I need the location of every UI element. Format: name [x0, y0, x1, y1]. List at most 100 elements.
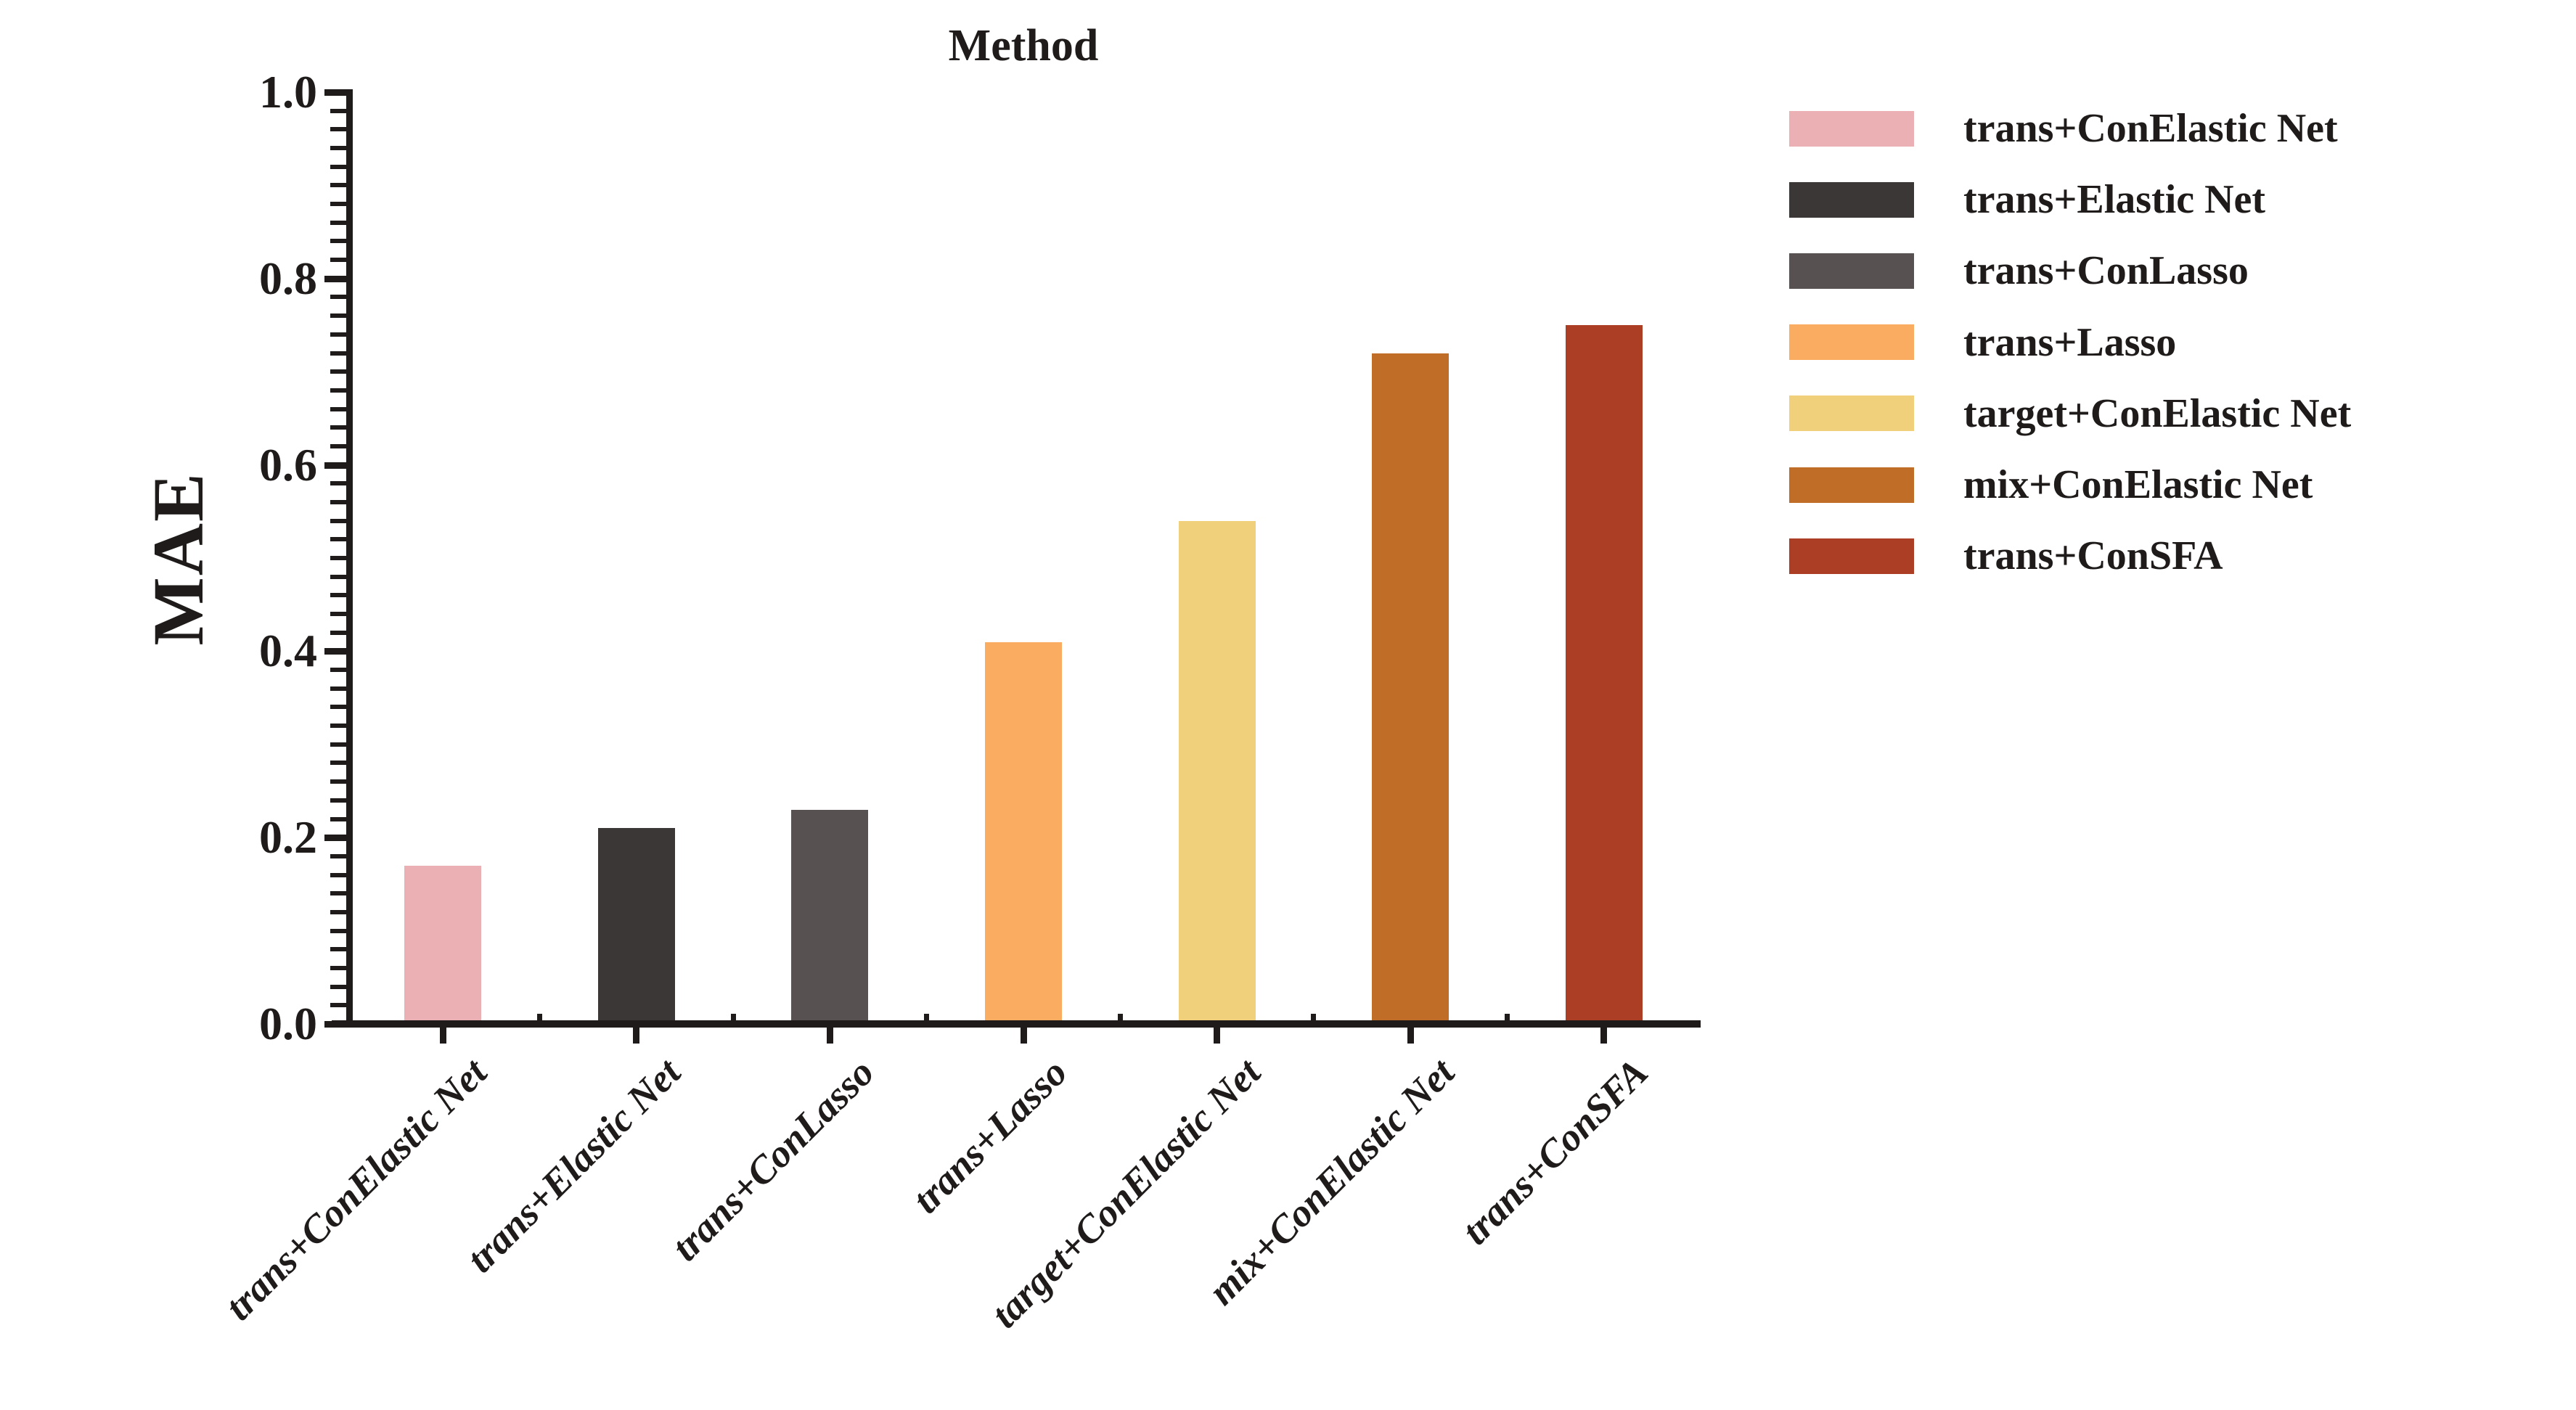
- x-major-tick: [439, 1028, 446, 1044]
- y-minor-tick: [330, 369, 346, 374]
- legend-label: trans+ConLasso: [1963, 248, 2249, 294]
- y-minor-tick: [330, 816, 346, 821]
- x-major-tick: [1600, 1028, 1608, 1044]
- y-minor-tick: [330, 928, 346, 933]
- x-minor-tick: [924, 1014, 930, 1020]
- y-minor-tick: [330, 406, 346, 411]
- y-minor-tick: [330, 612, 346, 617]
- y-axis-line: [346, 89, 353, 1028]
- x-major-tick: [1020, 1028, 1027, 1044]
- y-minor-tick: [330, 742, 346, 747]
- legend-item: mix+ConElastic Net: [1789, 463, 2313, 507]
- legend-swatch-icon: [1789, 110, 1914, 147]
- y-minor-tick: [330, 761, 346, 766]
- x-major-tick: [826, 1028, 833, 1044]
- legend-swatch-icon: [1789, 467, 1914, 503]
- y-minor-tick: [330, 630, 346, 635]
- legend-swatch-icon: [1789, 181, 1914, 218]
- legend-item: target+ConElastic Net: [1789, 392, 2351, 435]
- chart-title: Method: [948, 21, 1099, 70]
- y-minor-tick: [330, 351, 346, 356]
- y-minor-tick: [330, 556, 346, 560]
- y-minor-tick: [330, 183, 346, 188]
- y-minor-tick: [330, 668, 346, 673]
- y-minor-tick: [330, 1003, 346, 1008]
- y-minor-tick: [330, 164, 346, 169]
- x-tick-label: trans+Elastic Net: [457, 1050, 689, 1282]
- y-minor-tick: [330, 313, 346, 319]
- legend-item: trans+ConSFA: [1789, 534, 2223, 578]
- y-minor-tick: [330, 332, 346, 337]
- x-major-tick: [633, 1028, 640, 1044]
- x-minor-tick: [1117, 1014, 1123, 1020]
- y-minor-tick: [330, 909, 346, 914]
- legend-swatch-icon: [1789, 538, 1914, 574]
- legend-label: trans+ConSFA: [1963, 533, 2223, 579]
- y-minor-tick: [330, 574, 346, 579]
- x-tick-label: trans+ConElastic Net: [216, 1050, 496, 1329]
- y-minor-tick: [330, 258, 346, 263]
- legend-label: trans+ConElastic Net: [1963, 106, 2338, 151]
- y-minor-tick: [330, 388, 346, 393]
- y-minor-tick: [330, 947, 346, 952]
- y-axis-label: MAE: [137, 472, 218, 646]
- bar: [1565, 325, 1643, 1020]
- legend-label: mix+ConElastic Net: [1963, 462, 2313, 507]
- x-tick-label: trans+Lasso: [904, 1050, 1076, 1222]
- y-minor-tick: [330, 779, 346, 784]
- y-tick-label: 0.2: [259, 811, 317, 864]
- y-major-tick: [324, 835, 346, 842]
- x-minor-tick: [537, 1014, 543, 1020]
- y-tick-label: 1.0: [259, 66, 317, 118]
- y-minor-tick: [330, 984, 346, 989]
- legend-swatch-icon: [1789, 253, 1914, 289]
- y-minor-tick: [330, 537, 346, 542]
- legend-swatch-icon: [1789, 324, 1914, 361]
- y-minor-tick: [330, 108, 346, 113]
- y-minor-tick: [330, 425, 346, 430]
- x-major-tick: [1407, 1028, 1414, 1044]
- y-minor-tick: [330, 220, 346, 225]
- x-major-tick: [1214, 1028, 1221, 1044]
- y-tick-label: 0.4: [259, 625, 317, 677]
- legend-swatch-icon: [1789, 395, 1914, 432]
- x-tick-label: trans+ConLasso: [663, 1050, 883, 1270]
- y-tick-label: 0.8: [259, 252, 317, 304]
- y-major-tick: [324, 648, 346, 655]
- x-tick-label: trans+ConSFA: [1453, 1050, 1656, 1253]
- y-major-tick: [324, 275, 346, 282]
- x-axis-line: [332, 1020, 1701, 1028]
- legend-item: trans+ConLasso: [1789, 249, 2249, 292]
- y-minor-tick: [330, 705, 346, 710]
- y-minor-tick: [330, 499, 346, 504]
- y-minor-tick: [330, 127, 346, 132]
- y-minor-tick: [330, 853, 346, 858]
- y-tick-label: 0.0: [259, 998, 317, 1049]
- bar: [597, 828, 675, 1020]
- y-minor-tick: [330, 724, 346, 729]
- x-minor-tick: [1311, 1014, 1317, 1020]
- y-minor-tick: [330, 146, 346, 151]
- y-minor-tick: [330, 965, 346, 970]
- y-minor-tick: [330, 593, 346, 598]
- legend-label: trans+Elastic Net: [1963, 177, 2266, 223]
- x-minor-tick: [1504, 1014, 1510, 1020]
- x-minor-tick: [730, 1014, 736, 1020]
- legend-item: trans+ConElastic Net: [1789, 107, 2338, 150]
- y-major-tick: [324, 89, 346, 96]
- bar: [985, 642, 1062, 1020]
- y-major-tick: [324, 1021, 346, 1028]
- bar: [1178, 520, 1256, 1020]
- y-minor-tick: [330, 798, 346, 803]
- y-tick-label: 0.6: [259, 438, 317, 491]
- y-minor-tick: [330, 481, 346, 486]
- legend-label: trans+Lasso: [1963, 319, 2177, 365]
- y-major-tick: [324, 462, 346, 469]
- legend-label: target+ConElastic Net: [1963, 390, 2352, 436]
- y-minor-tick: [330, 518, 346, 523]
- y-minor-tick: [330, 872, 346, 877]
- legend-item: trans+Lasso: [1789, 321, 2176, 364]
- y-minor-tick: [330, 443, 346, 448]
- y-minor-tick: [330, 295, 346, 300]
